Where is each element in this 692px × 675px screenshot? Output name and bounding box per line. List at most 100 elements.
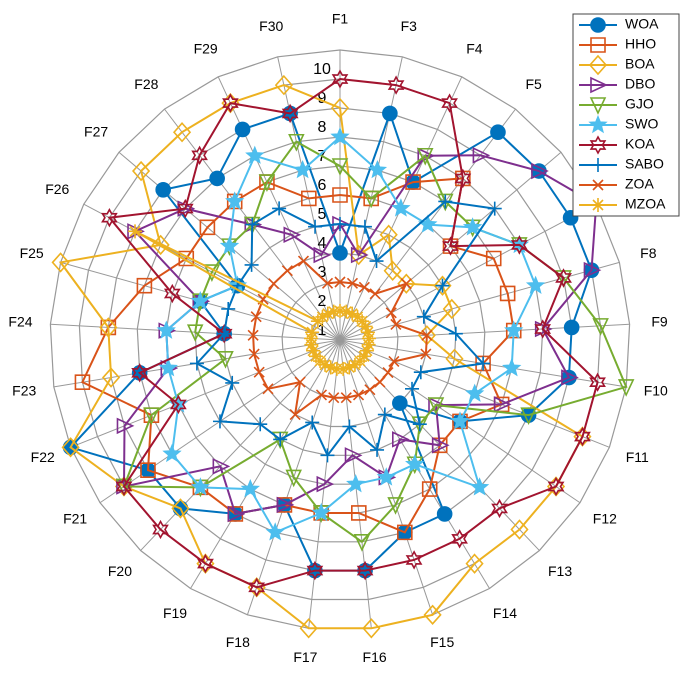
legend-label: MZOA [625,196,666,212]
marker [350,246,369,264]
legend-label: HHO [625,36,656,52]
spoke [70,339,341,448]
marker [297,255,310,267]
r-tick-label: 10 [313,61,331,78]
marker [320,448,335,463]
marker [405,550,423,570]
marker [332,245,348,261]
marker [132,160,151,182]
marker [520,407,537,426]
marker [346,474,366,493]
marker [248,348,260,360]
marker [342,419,357,434]
marker [589,372,606,392]
marker [281,265,293,277]
marker [189,356,204,371]
marker [332,187,348,203]
r-tick-label: 1 [318,322,327,339]
marker [311,502,331,522]
marker [491,498,508,519]
marker [265,522,285,541]
marker [416,147,434,166]
axis-label: F29 [194,40,218,56]
r-tick-label: 3 [318,264,327,281]
spoke [339,203,597,341]
marker [330,97,350,119]
marker [356,560,374,581]
marker [162,443,182,463]
marker [531,162,549,180]
marker [306,343,321,358]
marker [245,217,260,232]
marker [225,191,245,210]
marker [416,309,431,324]
spoke [190,339,341,589]
axis-label: F28 [134,76,158,92]
marker [244,257,259,272]
marker [234,121,251,138]
marker [285,469,302,488]
marker [61,437,80,458]
marker [288,133,305,152]
marker [315,309,330,324]
marker [190,477,211,496]
marker [299,618,318,639]
marker [273,432,288,447]
marker [308,219,323,234]
marker [292,159,313,179]
marker [485,250,502,267]
marker [574,426,591,447]
marker [561,369,579,386]
marker [383,260,402,281]
marker [382,105,398,122]
marker [344,447,363,464]
marker [374,376,386,388]
marker [423,604,442,626]
axis-label: F13 [548,563,572,579]
marker [353,534,371,552]
marker [355,314,370,329]
marker [442,298,461,320]
spoke [339,323,630,341]
marker [171,498,190,519]
marker [339,304,354,319]
marker [320,306,335,321]
marker [156,320,176,339]
axis-label: F14 [493,605,517,621]
marker [421,481,438,497]
marker [253,417,268,432]
marker [331,69,349,89]
marker [454,168,472,189]
marker [329,361,344,376]
marker [219,235,240,255]
marker [253,366,265,378]
marker [357,219,372,234]
legend-marker [590,37,606,53]
marker [334,276,346,288]
marker [555,268,572,288]
marker [199,219,216,236]
marker [283,226,302,243]
marker [472,147,491,164]
marker [331,158,349,176]
legend: WOA HHO BOA DBO GJO SWO KOA SABO ZOA MZOA [572,13,680,217]
marker [392,431,410,448]
marker [435,278,450,293]
marker [358,281,370,293]
r-tick-label: 8 [318,119,327,136]
marker [225,375,240,390]
axis-label: F22 [31,449,55,465]
marker [421,329,433,341]
r-tick-label: 9 [318,90,327,107]
marker [247,329,259,341]
marker [360,325,375,340]
marker [379,224,398,245]
legend-marker [592,179,604,191]
marker [352,389,365,401]
marker [176,198,194,219]
marker [301,190,317,207]
marker [358,319,373,334]
marker [191,145,208,165]
marker [427,397,445,415]
marker [370,442,385,457]
